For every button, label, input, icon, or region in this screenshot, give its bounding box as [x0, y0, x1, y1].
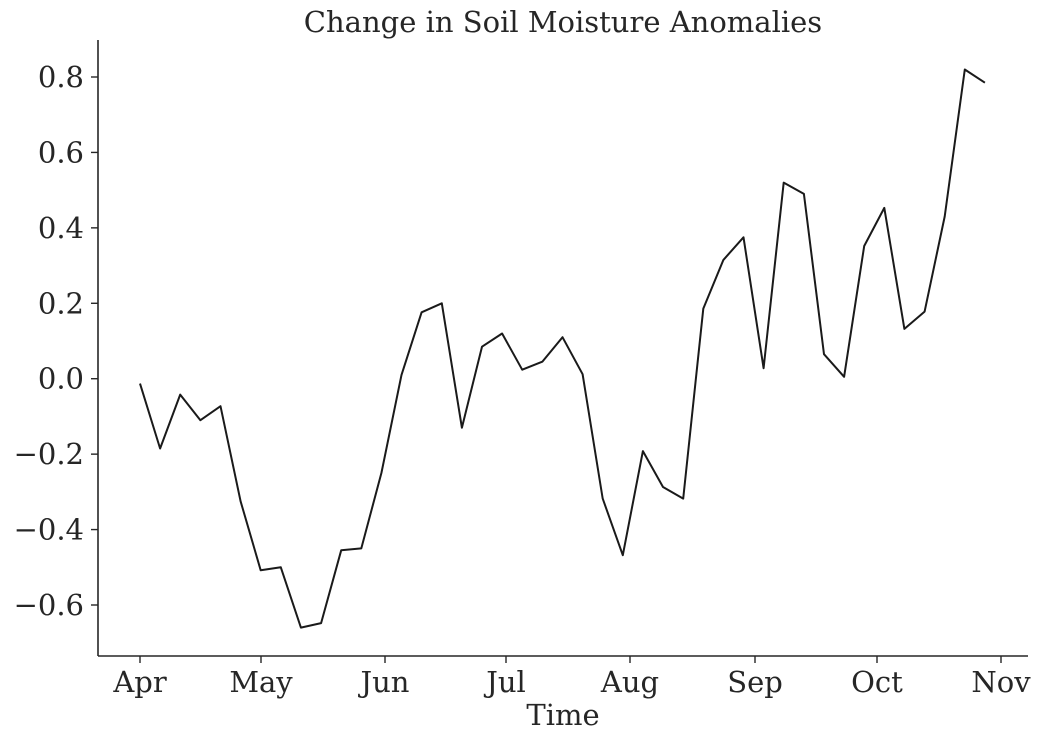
x-tick-label: Apr: [112, 665, 167, 699]
x-tick-label: Sep: [727, 665, 783, 699]
y-tick-label: 0.2: [38, 286, 84, 320]
y-tick-label: 0.6: [38, 135, 84, 169]
x-tick-label: Aug: [600, 665, 659, 699]
x-axis: Apr May Jun Jul Aug Sep Oct Nov: [98, 655, 1031, 699]
y-tick-label: −0.6: [14, 588, 84, 622]
x-tick-label: Jul: [483, 665, 526, 699]
x-tick-label: Nov: [971, 665, 1031, 699]
y-tick-label: −0.2: [14, 437, 84, 471]
y-tick-label: 0.8: [38, 60, 84, 94]
y-axis: −0.6 −0.4 −0.2 0.0 0.2 0.4 0.6 0.8: [14, 40, 99, 656]
chart-title: Change in Soil Moisture Anomalies: [304, 5, 822, 39]
x-tick-label: Oct: [851, 665, 903, 699]
y-tick-label: 0.4: [38, 211, 84, 245]
x-tick-label: Jun: [358, 665, 410, 699]
y-tick-label: 0.0: [38, 362, 84, 396]
x-axis-title: Time: [526, 698, 599, 732]
y-tick-label: −0.4: [14, 513, 84, 547]
series-line: [139, 68, 986, 629]
x-tick-label: May: [229, 665, 293, 699]
series-layer: [139, 68, 986, 629]
